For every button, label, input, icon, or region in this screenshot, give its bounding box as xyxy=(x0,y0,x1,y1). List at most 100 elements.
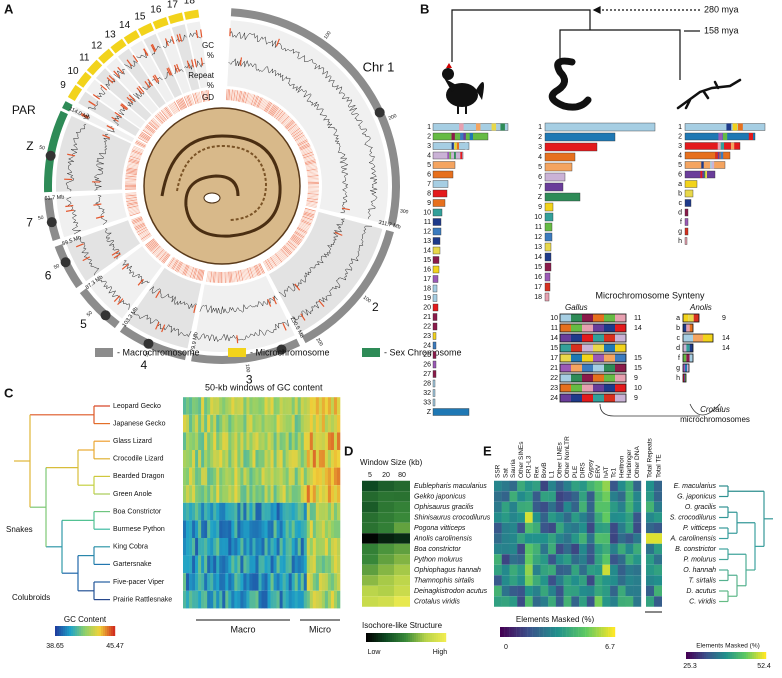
te-cell xyxy=(610,596,618,607)
colorbar-cell xyxy=(585,627,588,637)
te-cell xyxy=(517,533,525,544)
te-cell xyxy=(509,523,517,534)
te-cell xyxy=(602,596,610,607)
column-label: Harbinger xyxy=(626,449,633,478)
colorbar-cell xyxy=(539,627,542,637)
gc-cell xyxy=(240,485,243,503)
colorbar-cell xyxy=(81,626,83,636)
isochore-cell xyxy=(394,565,410,576)
colorbar-cell xyxy=(744,652,746,659)
te-cell xyxy=(571,596,579,607)
gc-cell xyxy=(237,538,240,556)
gc-cell xyxy=(204,503,207,521)
te-cell xyxy=(517,481,525,492)
gc-cell xyxy=(201,468,204,486)
te-cell xyxy=(626,481,634,492)
gc-cell xyxy=(334,432,337,450)
gc-cell xyxy=(189,538,192,556)
colorbar-cell xyxy=(564,627,567,637)
legend-title: GC Content xyxy=(64,615,107,624)
chromosome-bar xyxy=(545,143,597,151)
te-cell xyxy=(509,481,517,492)
colorbar-cell xyxy=(578,627,581,637)
chromosome-bar xyxy=(433,333,436,340)
species-label: Deinagkistrodon acutus xyxy=(414,588,488,595)
gc-cell xyxy=(189,415,192,433)
chromosome-bar xyxy=(433,390,435,397)
gc-cell xyxy=(292,591,295,609)
gc-cell xyxy=(307,468,310,486)
te-cell xyxy=(587,533,595,544)
window-size-label: 80 xyxy=(398,472,406,479)
species-label: Ophisaurus gracilis xyxy=(414,504,474,511)
isochore-cell xyxy=(394,554,410,565)
gc-cell xyxy=(283,520,286,538)
gc-cell xyxy=(307,503,310,521)
synteny-block xyxy=(683,354,686,362)
gc-cell xyxy=(337,450,340,468)
gc-cell xyxy=(222,415,225,433)
gc-cell xyxy=(189,556,192,574)
te-cell xyxy=(533,523,541,534)
te-cell xyxy=(595,502,603,513)
gc-cell xyxy=(246,591,249,609)
gc-cell xyxy=(286,485,289,503)
gc-cell xyxy=(252,432,255,450)
te-cell xyxy=(517,523,525,534)
synteny-block xyxy=(615,324,626,332)
synteny-block xyxy=(688,314,693,322)
te-cell xyxy=(525,554,533,565)
window-size-label: 5 xyxy=(368,472,372,479)
gc-cell xyxy=(192,520,195,538)
gc-cell xyxy=(271,415,274,433)
gc-cell xyxy=(262,520,265,538)
chromosome-bar xyxy=(685,190,693,197)
chromosome-bar xyxy=(433,162,455,169)
gc-cell xyxy=(213,485,216,503)
gc-cell xyxy=(237,556,240,574)
chromosome-label: 13 xyxy=(423,238,431,245)
chromosome-label: 21 xyxy=(423,314,431,321)
colorbar-cell xyxy=(738,652,740,659)
gc-cell xyxy=(186,503,189,521)
panel-label: C xyxy=(4,385,14,400)
species-label: Green Anole xyxy=(113,491,152,498)
te-cell xyxy=(610,481,618,492)
species-label: Boa constrictor xyxy=(414,546,461,553)
colorbar-cell xyxy=(762,652,764,659)
gc-cell xyxy=(252,591,255,609)
chromosome-bar xyxy=(433,409,469,416)
total-cell xyxy=(646,523,654,534)
chromosome-label: f xyxy=(678,355,680,362)
gc-cell xyxy=(328,415,331,433)
centromere xyxy=(61,257,71,267)
gc-cell xyxy=(207,503,210,521)
gc-cell xyxy=(271,468,274,486)
colorbar-cell xyxy=(706,652,708,659)
gc-cell xyxy=(249,573,252,591)
colorbar-cell xyxy=(544,627,547,637)
gc-cell xyxy=(240,450,243,468)
chromosome-label: 9 xyxy=(60,80,66,91)
te-cell xyxy=(556,544,564,555)
gc-cell xyxy=(325,397,328,415)
gc-cell xyxy=(207,520,210,538)
gc-cell xyxy=(268,485,271,503)
column-label: Total Repeats xyxy=(647,438,654,478)
synteny-block xyxy=(593,364,604,372)
total-cell xyxy=(654,502,662,513)
gc-cell xyxy=(222,538,225,556)
chromosome-label: 6 xyxy=(45,269,52,283)
gc-cell xyxy=(255,415,258,433)
te-cell xyxy=(571,523,579,534)
gc-cell xyxy=(310,415,313,433)
chromosome-bar xyxy=(545,283,550,291)
te-cell xyxy=(587,565,595,576)
colorbar-cell xyxy=(710,652,712,659)
crotalus-label: 15 xyxy=(634,365,642,372)
gc-cell xyxy=(249,468,252,486)
gc-cell xyxy=(268,591,271,609)
synteny-block xyxy=(593,334,604,342)
species-label: Thamnophis sirtalis xyxy=(414,577,475,584)
chromosome-bar xyxy=(545,163,572,171)
